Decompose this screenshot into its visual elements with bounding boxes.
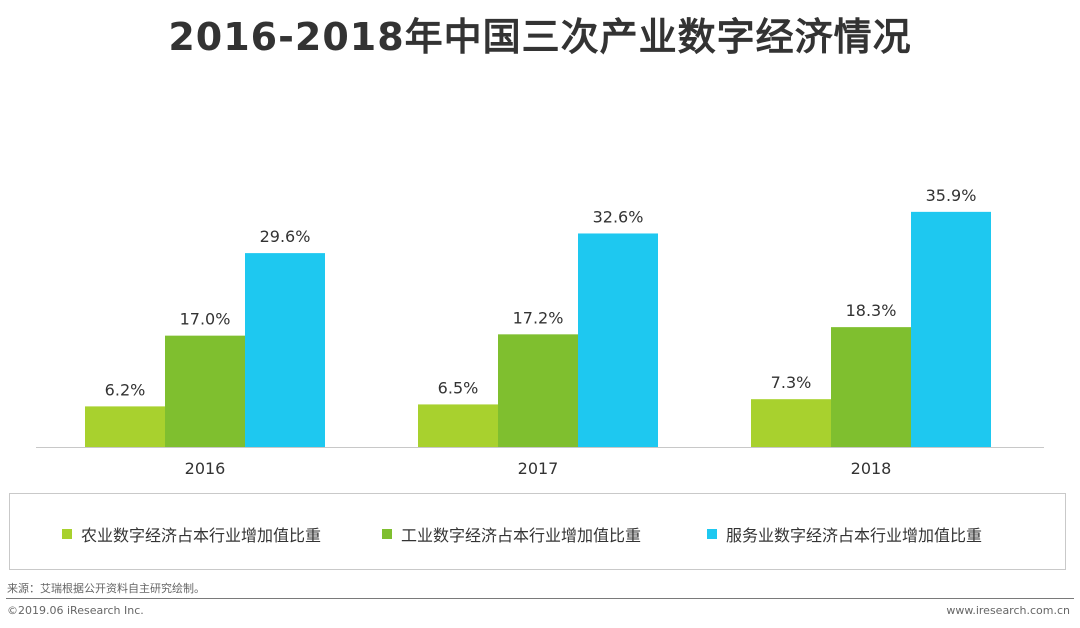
bar-industry-2016	[165, 335, 245, 447]
x-tick-label-2017: 2017	[518, 459, 559, 478]
data-label-industry-2018: 18.3%	[846, 301, 897, 320]
data-label-agriculture-2017: 6.5%	[438, 378, 479, 397]
bar-agriculture-2016	[85, 406, 165, 447]
legend-item-services: 服务业数字经济占本行业增加值比重	[707, 522, 982, 546]
data-label-industry-2017: 17.2%	[513, 308, 564, 327]
bar-services-2016	[245, 253, 325, 447]
data-label-services-2017: 32.6%	[593, 207, 644, 226]
chart-title: 2016-2018年中国三次产业数字经济情况	[168, 15, 912, 59]
data-label-agriculture-2016: 6.2%	[105, 380, 146, 399]
legend-item-industry: 工业数字经济占本行业增加值比重	[382, 522, 641, 546]
legend-label-industry: 工业数字经济占本行业增加值比重	[401, 526, 642, 545]
data-label-industry-2016: 17.0%	[180, 310, 231, 329]
footer-divider	[6, 598, 1074, 599]
legend-item-agriculture: 农业数字经济占本行业增加值比重	[62, 522, 321, 546]
bar-industry-2017	[498, 334, 578, 447]
data-label-agriculture-2018: 7.3%	[771, 373, 812, 392]
legend-label-services: 服务业数字经济占本行业增加值比重	[726, 526, 983, 545]
bar-agriculture-2017	[418, 404, 498, 447]
x-tick-label-2018: 2018	[851, 459, 892, 478]
copyright-text: ©2019.06 iResearch Inc.	[7, 604, 144, 617]
legend-swatch-agriculture	[62, 529, 72, 539]
source-note: 来源：艾瑞根据公开资料自主研究绘制。	[7, 582, 205, 595]
bar-chart: 6.2% 17.0% 29.6% 2016 6.5% 17.2% 32.6% 2017 7.3%…	[36, 186, 1044, 478]
legend-label-agriculture: 农业数字经济占本行业增加值比重	[81, 526, 322, 545]
bar-services-2017	[578, 233, 658, 447]
bar-services-2018	[911, 211, 991, 447]
data-label-services-2016: 29.6%	[260, 227, 311, 246]
legend-swatch-services	[707, 529, 717, 539]
data-label-services-2018: 35.9%	[926, 186, 977, 205]
bar-industry-2018	[831, 327, 911, 447]
website-link[interactable]: www.iresearch.com.cn	[946, 604, 1070, 617]
legend-swatch-industry	[382, 529, 392, 539]
bar-agriculture-2018	[751, 399, 831, 447]
legend: 农业数字经济占本行业增加值比重 工业数字经济占本行业增加值比重 服务业数字经济占…	[9, 493, 1066, 570]
x-tick-label-2016: 2016	[185, 459, 226, 478]
